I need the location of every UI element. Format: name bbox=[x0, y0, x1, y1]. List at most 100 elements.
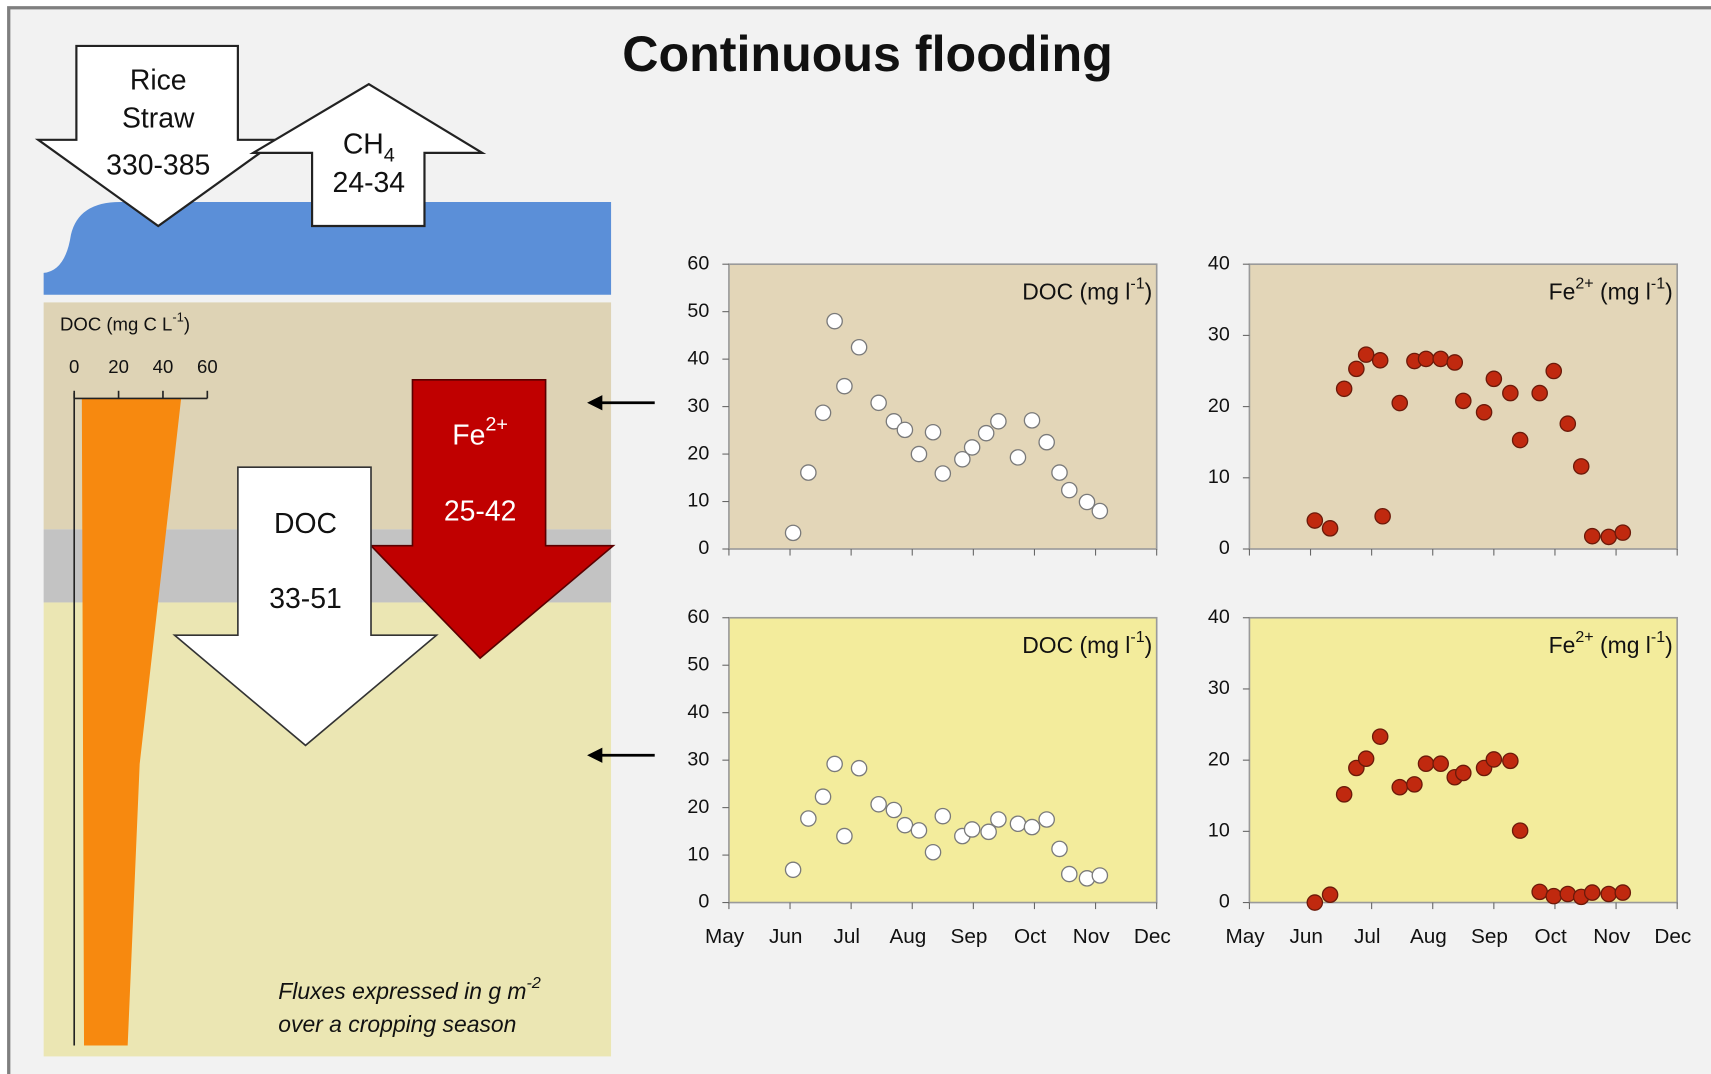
superscript: 2+ bbox=[1575, 628, 1593, 646]
y-tick-label: 0 bbox=[1219, 891, 1230, 913]
point bbox=[827, 314, 842, 329]
y-tick-label: 20 bbox=[687, 442, 709, 464]
point bbox=[851, 761, 866, 776]
point bbox=[785, 862, 800, 877]
point bbox=[785, 525, 800, 540]
text-part: DOC (mg l bbox=[1022, 279, 1130, 305]
text-part: Fe bbox=[452, 419, 485, 451]
y-tick-label: 20 bbox=[687, 796, 709, 818]
point bbox=[1585, 885, 1600, 900]
point bbox=[1062, 866, 1077, 881]
point bbox=[1418, 351, 1433, 366]
point bbox=[1601, 886, 1616, 901]
page: Continuous flooding DOC (mg C L-1) Rice … bbox=[0, 0, 1711, 1074]
text-part: ) bbox=[1665, 632, 1673, 658]
x-tick-label: Nov bbox=[1593, 925, 1630, 948]
text-part: (mg l bbox=[1594, 632, 1651, 658]
point bbox=[1322, 887, 1337, 902]
profile-tick-label: 0 bbox=[69, 356, 79, 377]
point bbox=[1024, 819, 1039, 834]
x-tick-label: Sep bbox=[1471, 925, 1508, 948]
point bbox=[1407, 777, 1422, 792]
point bbox=[1322, 521, 1337, 536]
y-tick-label: 20 bbox=[1208, 395, 1230, 417]
text-part: DOC (mg C L bbox=[60, 313, 172, 334]
note: Fluxes expressed in g m-2 bbox=[278, 974, 541, 1004]
y-tick-label: 40 bbox=[1208, 252, 1230, 274]
superscript: -2 bbox=[527, 974, 541, 992]
point bbox=[1532, 385, 1547, 400]
x-tick-label: Nov bbox=[1073, 925, 1110, 948]
point bbox=[1307, 895, 1322, 910]
point bbox=[1418, 756, 1433, 771]
point bbox=[1512, 823, 1527, 838]
point bbox=[827, 756, 842, 771]
point bbox=[1375, 509, 1390, 524]
text-part: ) bbox=[1145, 632, 1153, 658]
point bbox=[935, 809, 950, 824]
point bbox=[871, 797, 886, 812]
y-tick-label: 30 bbox=[1208, 677, 1230, 699]
point bbox=[1512, 432, 1527, 447]
point bbox=[991, 812, 1006, 827]
plot-area bbox=[729, 618, 1157, 903]
profile-tick-label: 60 bbox=[197, 356, 218, 377]
text-part: ) bbox=[1665, 279, 1673, 305]
point bbox=[1456, 765, 1471, 780]
point bbox=[1392, 780, 1407, 795]
superscript: -1 bbox=[1130, 275, 1144, 293]
x-tick-label: Oct bbox=[1014, 925, 1046, 948]
superscript: -1 bbox=[1651, 275, 1665, 293]
point bbox=[1092, 503, 1107, 518]
point bbox=[1307, 513, 1322, 528]
point bbox=[1349, 361, 1364, 376]
x-tick-label: Jul bbox=[834, 925, 861, 948]
point bbox=[1010, 450, 1025, 465]
point bbox=[1373, 729, 1388, 744]
point bbox=[1486, 752, 1501, 767]
point bbox=[1039, 812, 1054, 827]
title: Continuous flooding bbox=[622, 26, 1113, 82]
point bbox=[911, 823, 926, 838]
y-tick-label: 30 bbox=[1208, 324, 1230, 346]
x-tick-label: Aug bbox=[889, 925, 926, 948]
text-part: CH bbox=[343, 128, 384, 160]
plot-area bbox=[1249, 618, 1677, 903]
y-tick-label: 20 bbox=[1208, 748, 1230, 770]
point bbox=[886, 802, 901, 817]
x-tick-label: Aug bbox=[1410, 925, 1447, 948]
point bbox=[1560, 416, 1575, 431]
x-tick-label: Oct bbox=[1534, 925, 1566, 948]
text-part: ) bbox=[184, 313, 190, 334]
text-part: over a cropping season bbox=[278, 1011, 516, 1037]
x-tick-label: Jun bbox=[1289, 925, 1322, 948]
point bbox=[1476, 405, 1491, 420]
point bbox=[1546, 363, 1561, 378]
point bbox=[1601, 529, 1616, 544]
point bbox=[1585, 529, 1600, 544]
point bbox=[1560, 886, 1575, 901]
y-tick-label: 10 bbox=[687, 843, 709, 865]
point bbox=[837, 828, 852, 843]
point bbox=[1486, 371, 1501, 386]
point bbox=[1010, 816, 1025, 831]
point bbox=[1337, 787, 1352, 802]
y-tick-label: 50 bbox=[687, 653, 709, 675]
profile-tick-label: 20 bbox=[108, 356, 129, 377]
superscript: -1 bbox=[1651, 628, 1665, 646]
point bbox=[935, 466, 950, 481]
y-tick-label: 10 bbox=[687, 490, 709, 512]
point bbox=[925, 845, 940, 860]
point bbox=[1337, 381, 1352, 396]
superscript: 2+ bbox=[1575, 275, 1593, 293]
y-tick-label: 0 bbox=[1219, 537, 1230, 559]
doc-label: DOC bbox=[274, 507, 337, 539]
point bbox=[1433, 351, 1448, 366]
point bbox=[1079, 494, 1094, 509]
y-tick-label: 40 bbox=[687, 701, 709, 723]
profile-tick-label: 40 bbox=[153, 356, 174, 377]
superscript: -1 bbox=[172, 309, 184, 324]
x-tick-label: Jul bbox=[1354, 925, 1381, 948]
text-part: Fluxes expressed in g m bbox=[278, 978, 526, 1004]
point bbox=[897, 818, 912, 833]
